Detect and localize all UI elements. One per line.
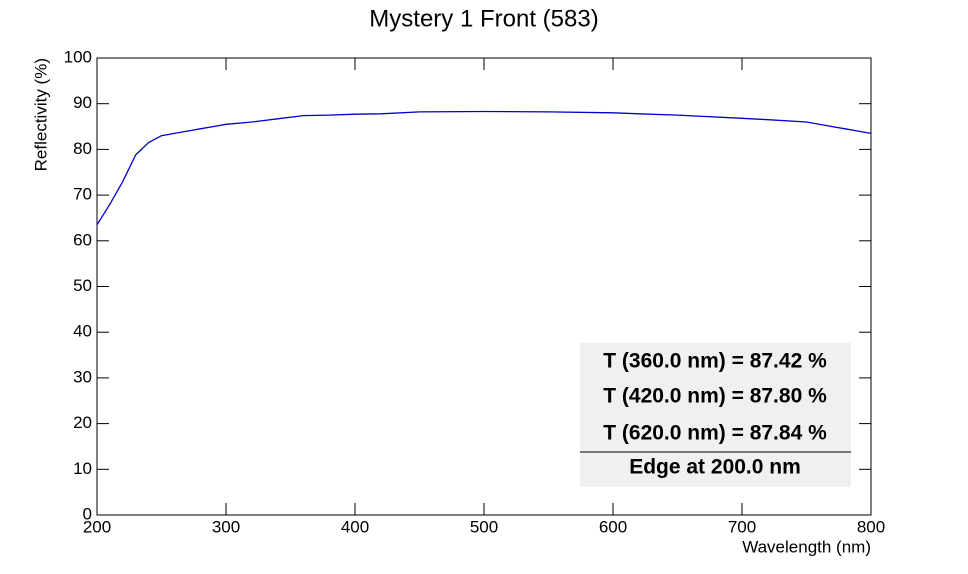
- y-tick-label: 100: [64, 47, 92, 66]
- x-tick-label: 400: [341, 517, 369, 536]
- data-line: [96, 110, 872, 226]
- annotation: T (420.0 nm) = 87.80 %: [603, 385, 827, 408]
- x-tick-label: 200: [83, 517, 111, 536]
- x-tick-label: 700: [728, 517, 756, 536]
- y-axis-label: Reflectivity (%): [31, 58, 50, 171]
- annotation: T (620.0 nm) = 87.84 %: [603, 422, 827, 445]
- annotation: T (360.0 nm) = 87.42 %: [603, 350, 827, 373]
- x-tick-label: 500: [470, 517, 498, 536]
- y-tick-label: 90: [73, 93, 92, 112]
- y-tick-label: 10: [73, 459, 92, 478]
- y-tick-label: 30: [73, 367, 92, 386]
- annotation: Edge at 200.0 nm: [629, 456, 801, 479]
- y-tick-label: 0: [83, 504, 92, 523]
- y-tick-label: 60: [73, 230, 92, 249]
- y-tick-label: 70: [73, 185, 92, 204]
- chart-title: Mystery 1 Front (583): [369, 5, 598, 32]
- y-tick-label: 50: [73, 276, 92, 295]
- y-tick-label: 40: [73, 322, 92, 341]
- legend-box: [580, 343, 851, 487]
- x-tick-label: 800: [857, 517, 885, 536]
- x-tick-label: 600: [599, 517, 627, 536]
- x-axis-label: Wavelength (nm): [742, 537, 871, 556]
- y-tick-label: 20: [73, 413, 92, 432]
- y-tick-label: 80: [73, 139, 92, 158]
- x-tick-label: 300: [212, 517, 240, 536]
